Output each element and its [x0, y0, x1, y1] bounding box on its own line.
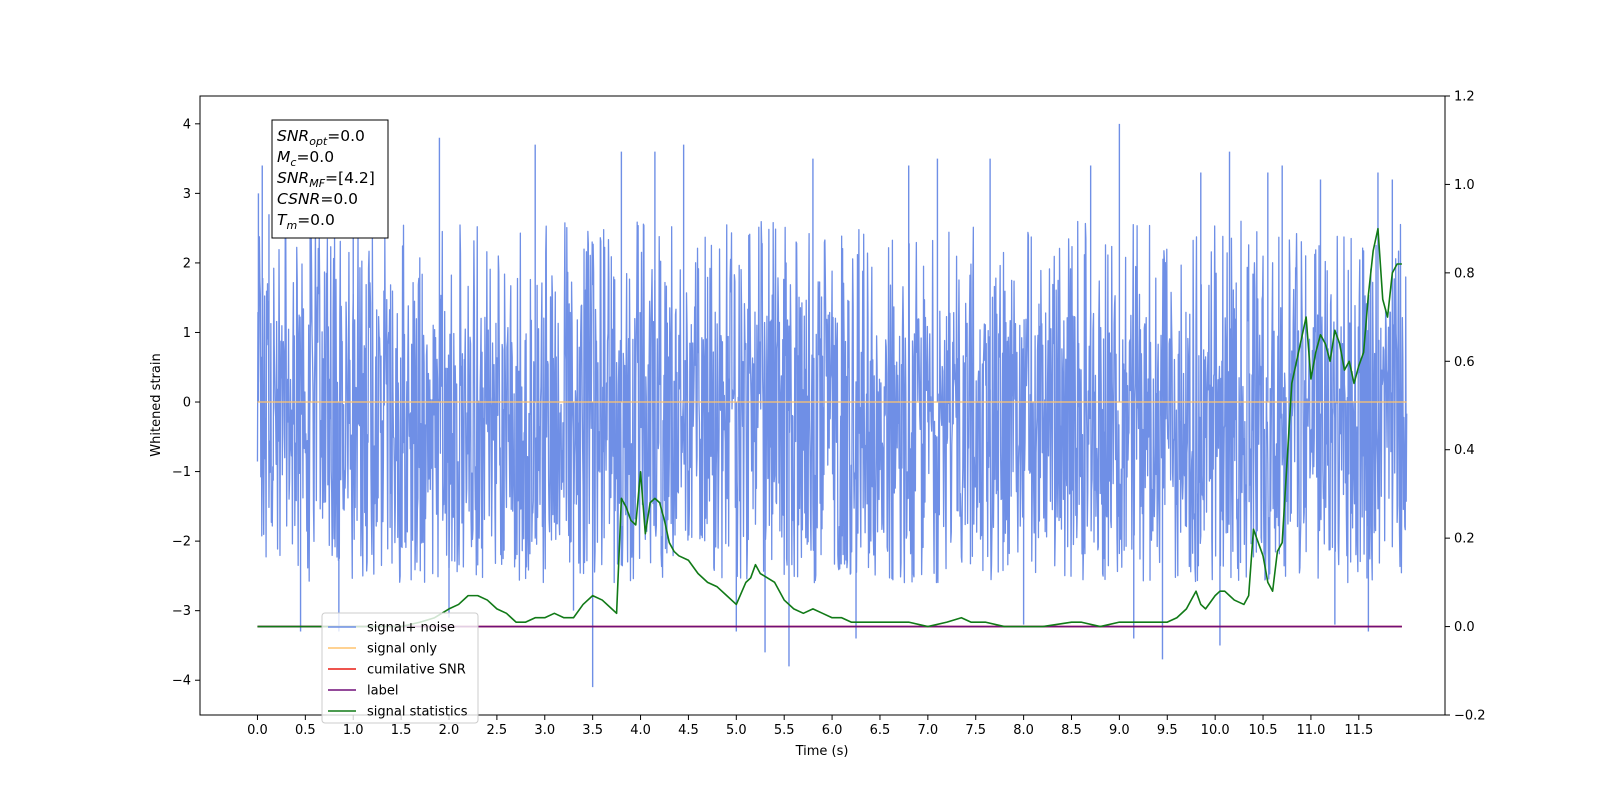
y-tick-label: −1: [172, 465, 191, 480]
y2-tick-label: 0.6: [1454, 355, 1475, 370]
annotation-line: SNRMF=[4.2]: [277, 169, 375, 190]
x-tick-label: 0.5: [295, 723, 316, 738]
x-tick-label: 2.0: [439, 723, 460, 738]
x-tick-label: 9.0: [1109, 723, 1130, 738]
legend-label: signal statistics: [367, 705, 468, 720]
x-tick-label: 4.5: [678, 723, 699, 738]
x-tick-label: 3.0: [534, 723, 555, 738]
x-tick-label: 11.0: [1296, 723, 1325, 738]
x-axis-ticks: 0.0 0.5 1.0 1.5 2.0 2.5 3.0 3.5 4.0 4.5 5.0 5.5 6.0 6…: [247, 715, 1373, 738]
legend: signal+ noise signal only cumilative SNR la…: [321, 612, 479, 724]
annotation-line: Mc=0.0: [277, 148, 334, 169]
x-tick-label: 5.5: [774, 723, 795, 738]
y2-axis-ticks: −0.2 0.0 0.2 0.4 0.6 0.8 1.0 1.2: [1445, 90, 1486, 724]
x-tick-label: 9.5: [1157, 723, 1178, 738]
x-tick-label: 10.0: [1201, 723, 1230, 738]
annotation-line: Tm=0.0: [277, 211, 335, 232]
y-tick-label: 4: [183, 117, 191, 132]
y2-tick-label: 0.8: [1454, 266, 1475, 281]
annotation-line: SNRopt=0.0: [277, 127, 365, 148]
x-axis-label: Time (s): [795, 744, 849, 759]
x-tick-label: 6.0: [822, 723, 843, 738]
x-tick-label: 1.5: [391, 723, 412, 738]
series-line-4: [257, 227, 1402, 628]
x-tick-label: 8.5: [1061, 723, 1082, 738]
x-tick-label: 8.0: [1013, 723, 1034, 738]
legend-label: label: [367, 684, 398, 699]
y2-tick-label: 0.0: [1454, 620, 1475, 635]
x-tick-label: 2.5: [487, 723, 508, 738]
y2-tick-label: −0.2: [1454, 709, 1486, 724]
x-tick-label: 6.5: [870, 723, 891, 738]
signal-noise-series: [256, 123, 1408, 688]
y2-tick-label: 1.2: [1454, 90, 1475, 105]
legend-label: signal only: [367, 642, 437, 657]
y-tick-label: 1: [183, 326, 191, 341]
x-tick-label: 4.0: [630, 723, 651, 738]
x-tick-label: 11.5: [1344, 723, 1373, 738]
x-tick-label: 10.5: [1249, 723, 1278, 738]
annotation-line: CSNR=0.0: [277, 190, 358, 208]
x-tick-label: 3.5: [582, 723, 603, 738]
y-axis-label: Whitened strain: [149, 353, 164, 456]
y-tick-label: 0: [183, 396, 191, 411]
y-axis-ticks: −4 −3 −2 −1 0 1 2 3 4: [172, 117, 200, 689]
y-tick-label: −4: [172, 674, 191, 689]
x-tick-label: 0.0: [247, 723, 268, 738]
y-tick-label: −2: [172, 535, 191, 550]
y-tick-label: 3: [183, 187, 191, 202]
axes-frame: [199, 95, 1446, 716]
y2-tick-label: 0.2: [1454, 532, 1475, 547]
legend-label: signal+ noise: [367, 621, 455, 636]
y2-tick-label: 1.0: [1454, 178, 1475, 193]
x-tick-label: 7.5: [965, 723, 986, 738]
x-tick-label: 7.0: [918, 723, 939, 738]
y-tick-label: 2: [183, 256, 191, 271]
legend-label: cumilative SNR: [367, 663, 466, 678]
y-tick-label: −3: [172, 604, 191, 619]
y2-tick-label: 0.4: [1454, 443, 1475, 458]
x-tick-label: 1.0: [343, 723, 364, 738]
x-tick-label: 5.0: [726, 723, 747, 738]
